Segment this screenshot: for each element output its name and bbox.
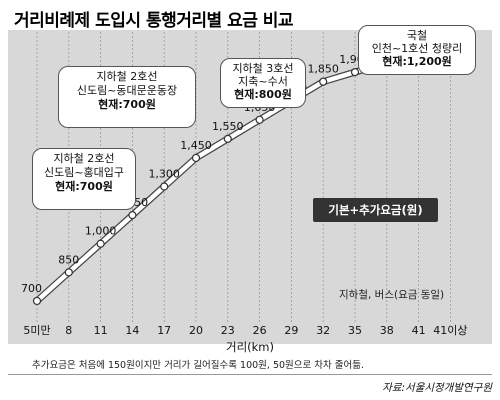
x-tick-label: 11 (94, 324, 108, 337)
source-credit: 자료:서울시정개발연구원 (382, 382, 492, 394)
chart-title: 거리비례제 도입시 통행거리별 요금 비교 (14, 11, 294, 31)
value-label: 1,550 (212, 120, 244, 133)
data-point (96, 239, 105, 248)
value-label: 700 (21, 282, 42, 295)
x-tick-labels: 5미만 8 11 14 17 20 23 26 29 32 35 38 41 41이상 (23, 324, 467, 337)
callout-dongdaemun: 지하철 2호선 신도림~동대문운동장 현재:700원 (58, 66, 196, 128)
callout-line1: 지하철 2호선 (96, 70, 158, 83)
callout-line2: 인천~1호선 청량리 (371, 42, 463, 55)
callout-line1: 국철 (406, 29, 428, 42)
x-axis-label: 거리(km) (226, 340, 274, 354)
callout-line1: 지하철 3호선 (232, 62, 294, 75)
x-tick-label: 8 (65, 324, 72, 337)
callout-fare: 현재:700원 (55, 180, 113, 193)
x-tick-label: 38 (380, 324, 394, 337)
callout-line1: 지하철 2호선 (53, 152, 115, 165)
data-point (191, 153, 201, 163)
legend: 기본+추가요금(원) (313, 198, 438, 222)
callout-hongdae: 지하철 2호선 신도림~홍대입구 현재:700원 (32, 148, 136, 210)
value-label: 1,850 (307, 63, 339, 76)
callout-fare: 현재:800원 (234, 88, 292, 101)
data-point (255, 115, 264, 124)
x-tick-label: 29 (284, 324, 298, 337)
divider (8, 374, 492, 375)
x-tick-label: 17 (157, 324, 171, 337)
callout-line2: 신도림~동대문운동장 (76, 84, 178, 97)
x-tick-label: 14 (125, 324, 139, 337)
x-tick-label: 32 (316, 324, 330, 337)
x-tick-label: 26 (253, 324, 267, 337)
callout-line2: 지축~수서 (238, 75, 288, 88)
applies-note: 지하철, 버스(요금 동일) (339, 289, 445, 301)
callout-line2: 신도림~홍대입구 (43, 166, 125, 179)
data-point (350, 68, 360, 77)
value-label: 850 (58, 253, 79, 266)
callout-incheon: 국철 인천~1호선 청량리 현재:1,200원 (358, 25, 476, 75)
x-tick-label: 41이상 (433, 324, 467, 337)
data-point (64, 268, 73, 277)
callout-jichuk-suseo: 지하철 3호선 지축~수서 현재:800원 (220, 58, 306, 108)
data-point (319, 77, 328, 86)
data-point (223, 134, 232, 143)
value-label: 1,300 (148, 168, 180, 181)
footnote: 추가요금은 처음에 150원이지만 거리가 길어질수록 100원, 50원으로 … (32, 360, 365, 371)
x-tick-label: 35 (348, 324, 362, 337)
x-tick-label: 23 (221, 324, 235, 337)
value-label: 1,450 (180, 139, 212, 152)
callout-fare: 현재:1,200원 (382, 55, 452, 68)
x-tick-label: 5미만 (23, 324, 50, 337)
value-label: 1,000 (85, 225, 117, 238)
x-tick-label: 20 (189, 324, 203, 337)
data-point (128, 211, 137, 220)
callout-fare: 현재:700원 (98, 98, 156, 111)
data-point (160, 182, 169, 191)
x-tick-label: 41 (412, 324, 426, 337)
data-point (32, 296, 42, 306)
